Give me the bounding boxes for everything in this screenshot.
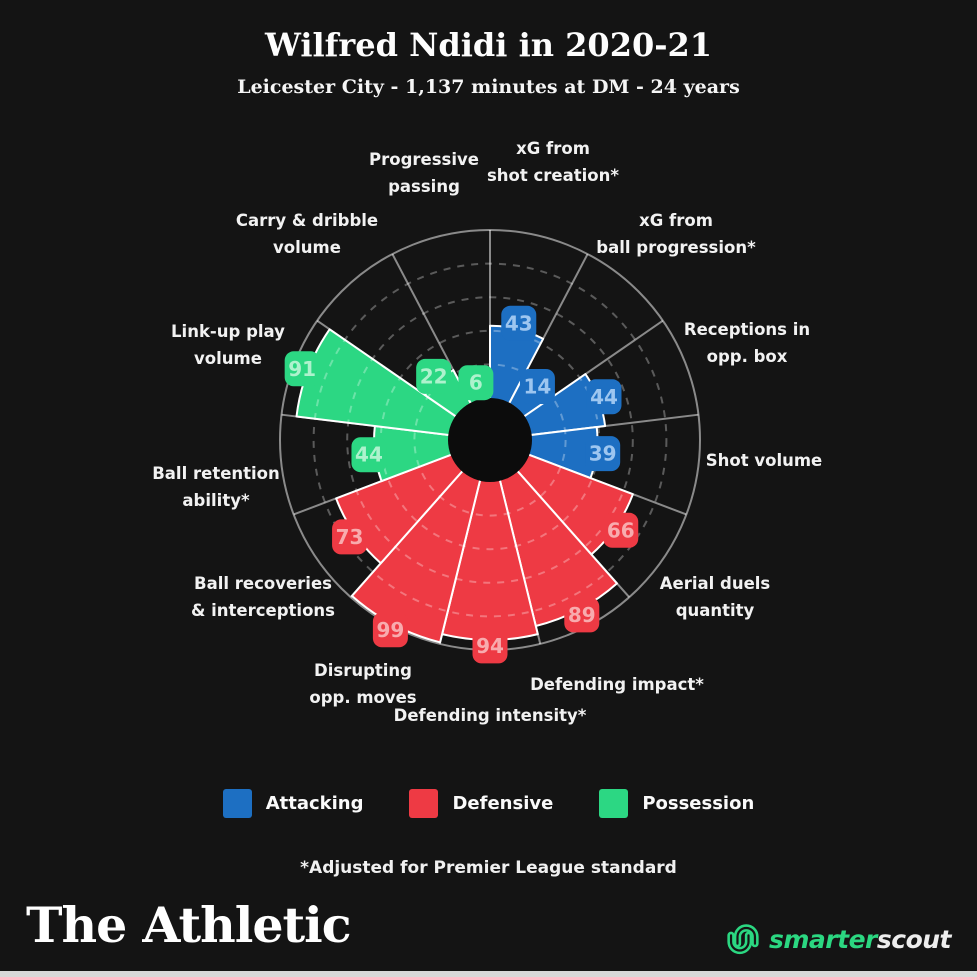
value-badge-receptions-in-opp-box: [586, 379, 622, 415]
value-label-ball-retention-ability: 44: [355, 443, 383, 467]
category-label-progressive-passing: Progressive passing: [369, 150, 479, 196]
gridline-20: [413, 363, 567, 517]
category-label-ball-retention-ability: Ball retention ability*: [152, 464, 280, 510]
value-label-carry-dribble-volume: 22: [420, 364, 448, 388]
category-label-defending-impact: Defending impact*: [530, 675, 704, 694]
value-badge-shot-volume: [585, 436, 621, 472]
value-label-defending-impact: 89: [568, 603, 596, 627]
smarterscout-logo: smarterscout: [720, 916, 952, 962]
gridline-60: [346, 296, 634, 584]
category-label-xg-from-ball-progression: xG from ball progression*: [596, 211, 756, 257]
category-label-receptions-in-opp-box: Receptions in opp. box: [684, 320, 810, 366]
footnote: *Adjusted for Premier League standard: [300, 858, 677, 878]
category-label-link-up-play-volume: Link-up play volume: [171, 322, 285, 368]
value-badge-defending-impact: [564, 597, 600, 633]
value-label-ball-recoveries-interceptions: 73: [336, 525, 364, 549]
value-label-xg-from-ball-progression: 14: [524, 374, 552, 398]
smarterscout-logo-scout: scout: [876, 924, 952, 954]
value-label-progressive-passing: 6: [469, 371, 483, 395]
legend-item-defensive: Defensive: [409, 789, 553, 818]
value-label-shot-volume: 39: [589, 442, 617, 466]
legend-label-defensive: Defensive: [452, 793, 554, 814]
legend: Attacking Defensive Possession: [0, 789, 977, 818]
possession-swatch-icon: [599, 789, 629, 818]
value-badge-link-up-play-volume: [284, 351, 320, 387]
value-label-link-up-play-volume: 91: [288, 357, 316, 381]
bottom-strip: [0, 971, 977, 977]
legend-item-attacking: Attacking: [222, 789, 364, 818]
value-badge-xg-from-shot-creation: [501, 305, 537, 341]
category-label-shot-volume: Shot volume: [706, 451, 822, 470]
value-badge-ball-recoveries-interceptions: [332, 519, 368, 555]
page-subtitle: Leicester City - 1,137 minutes at DM - 2…: [237, 76, 740, 98]
value-badge-progressive-passing: [458, 365, 494, 401]
value-label-aerial-duels-quantity: 66: [607, 518, 635, 542]
legend-label-attacking: Attacking: [265, 793, 364, 814]
smarterscout-logo-smarter: smarter: [769, 924, 877, 954]
category-label-ball-recoveries-interceptions: Ball recoveries & interceptions: [191, 574, 335, 620]
center-hole: [448, 398, 532, 482]
value-badge-ball-retention-ability: [351, 437, 387, 473]
value-label-xg-from-shot-creation: 43: [505, 311, 533, 335]
value-label-receptions-in-opp-box: 44: [590, 385, 618, 409]
value-badge-carry-dribble-volume: [416, 358, 452, 394]
category-label-carry-dribble-volume: Carry & dribble volume: [236, 211, 378, 257]
gridline-80: [312, 262, 668, 618]
attacking-swatch-icon: [222, 789, 252, 818]
the-athletic-logo: The Athletic: [26, 896, 352, 954]
smarterscout-icon: [727, 924, 759, 955]
defensive-swatch-icon: [409, 789, 439, 818]
legend-label-possession: Possession: [642, 793, 755, 814]
value-badge-xg-from-ball-progression: [519, 368, 555, 404]
value-label-disrupting-opp-moves: 99: [376, 618, 404, 642]
legend-item-possession: Possession: [599, 789, 754, 818]
value-badge-disrupting-opp-moves: [372, 612, 408, 648]
category-label-xg-from-shot-creation: xG from shot creation*: [487, 139, 619, 185]
value-label-defending-intensity: 94: [476, 634, 504, 658]
page-title: Wilfred Ndidi in 2020-21: [264, 26, 713, 64]
category-label-disrupting-opp-moves: Disrupting opp. moves: [309, 661, 416, 707]
value-badge-aerial-duels-quantity: [603, 512, 639, 548]
category-label-aerial-duels-quantity: Aerial duels quantity: [660, 574, 771, 620]
category-label-defending-intensity: Defending intensity*: [394, 706, 587, 725]
value-badge-defending-intensity: [472, 628, 508, 664]
